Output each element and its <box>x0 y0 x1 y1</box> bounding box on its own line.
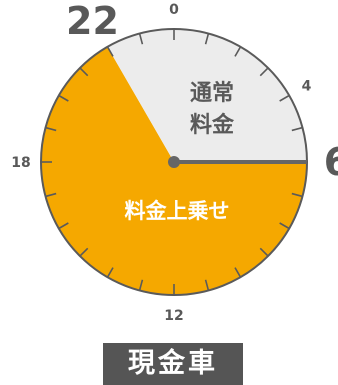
boundary-label-6: 6 <box>324 140 338 184</box>
dial-tick-15 <box>79 247 89 257</box>
dial-tick-5 <box>291 126 303 132</box>
dial-tick-16 <box>58 222 69 230</box>
dial-tick-3 <box>259 67 269 77</box>
dial-tick-9 <box>259 247 269 257</box>
dial-tick-17 <box>45 192 57 198</box>
dial-tick-2 <box>234 46 242 57</box>
normal-fare-label-line-1: 通常 <box>190 80 234 106</box>
hour-label-4: 4 <box>302 79 312 95</box>
dial-ticks <box>41 29 307 295</box>
dial-tick-14 <box>106 267 114 278</box>
surcharge-sector <box>41 46 308 296</box>
dial-tick-1 <box>204 33 210 45</box>
dial-tick-13 <box>138 279 144 291</box>
hour-label-12: 12 <box>164 308 183 324</box>
dial-tick-19 <box>45 126 57 132</box>
dial-tick-11 <box>204 279 210 291</box>
dial-tick-20 <box>58 94 69 102</box>
normal-fare-label-line-2: 料金 <box>190 112 235 138</box>
normal-fare-sector <box>107 29 307 163</box>
hour-label-18: 18 <box>11 155 30 171</box>
dial-tick-10 <box>234 267 242 278</box>
surcharge-label: 料金上乗せ <box>125 199 230 223</box>
dial-tick-23 <box>138 33 144 45</box>
fare-clock-diagram: 0 4 12 18 22 6 通常 料金 料金上乗せ <box>11 0 338 324</box>
taxi-type-badge: 現金車 <box>103 343 243 385</box>
dial-tick-22 <box>106 46 114 57</box>
hour-label-0: 0 <box>169 2 179 18</box>
dial-tick-21 <box>79 67 89 77</box>
dial-tick-8 <box>279 222 290 230</box>
boundary-label-22: 22 <box>66 0 119 43</box>
center-hub <box>168 156 180 168</box>
dial-tick-7 <box>291 192 303 198</box>
dial-tick-4 <box>279 94 290 102</box>
